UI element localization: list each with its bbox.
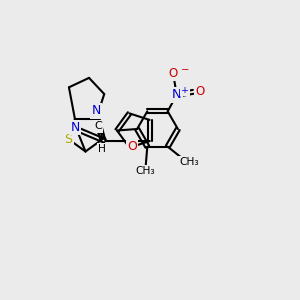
Text: O: O [169, 67, 178, 80]
Text: S: S [64, 133, 72, 146]
Text: CH₃: CH₃ [179, 157, 199, 167]
Text: +: + [181, 86, 189, 95]
Text: O: O [127, 140, 137, 153]
Text: C: C [94, 122, 102, 131]
Text: O: O [195, 85, 204, 98]
Text: N: N [172, 88, 182, 101]
Text: CH₃: CH₃ [135, 166, 155, 176]
Text: −: − [181, 65, 189, 75]
Text: N: N [70, 121, 80, 134]
Text: H: H [98, 144, 106, 154]
Text: N: N [92, 104, 100, 117]
